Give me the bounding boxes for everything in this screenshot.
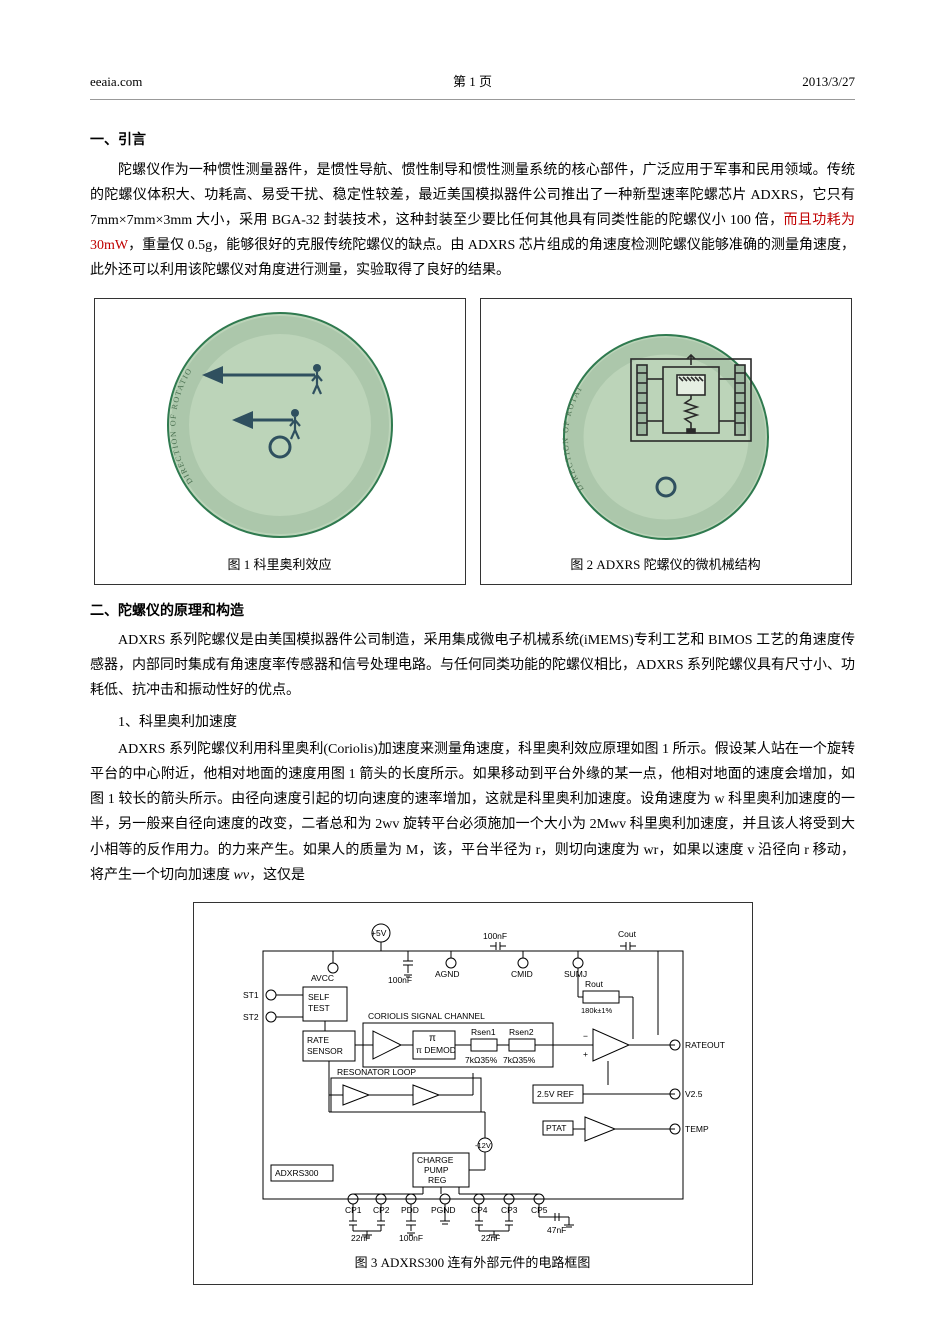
fig3-cmid: CMID: [511, 969, 533, 979]
figure-row: DIRECTION OF ROTATION 图 1 科里奥利效应: [90, 298, 855, 585]
fig3-sumj: SUMJ: [564, 969, 587, 979]
fig3-routval: 180k±1%: [581, 1006, 613, 1015]
figure2-svg: DIRECTION OF ROTATION: [491, 329, 841, 545]
fig3-neg12v: -12V: [475, 1141, 491, 1150]
section2-sub1: 1、科里奥利加速度: [90, 710, 855, 735]
fig1-rotation-label: DIRECTION OF ROTATION: [105, 307, 195, 486]
figure2-caption: 图 2 ADXRS 陀螺仪的微机械结构: [570, 553, 760, 576]
section1-paragraph: 陀螺仪作为一种惯性测量器件，是惯性导航、惯性制导和惯性测量系统的核心部件，广泛应…: [90, 158, 855, 284]
fig3-coriolis: CORIOLIS SIGNAL CHANNEL: [368, 1011, 485, 1021]
fig3-47nf: 47nF: [547, 1225, 566, 1235]
fig3-cp3: REG: [428, 1175, 446, 1185]
fig3-chip-label: ADXRS300: [275, 1168, 319, 1178]
fig3-st1: ST1: [243, 990, 259, 1000]
section2-p2-tail: ，这仅是: [249, 868, 305, 883]
figure3-caption: 图 3 ADXRS300 连有外部元件的电路框图: [204, 1251, 742, 1274]
section2-p2-lead: ADXRS 系列陀螺仪利用科里奥利(Coriolis)加速度来测量角速度，科里奥…: [90, 742, 855, 883]
fig3-ref: 2.5V REF: [537, 1089, 574, 1099]
fig3-rsen1: Rsen1: [471, 1027, 496, 1037]
section1-p-tail: ，重量仅 0.5g，能够很好的克服传统陀螺仪的缺点。由 ADXRS 芯片组成的角…: [90, 238, 855, 278]
svg-text:PGND: PGND: [431, 1205, 456, 1215]
fig3-rate1: RATE: [307, 1035, 329, 1045]
figure3-box: ADXRS300 +5V AVCC 100nF AGND 100nF: [193, 902, 753, 1285]
section2-p2-var: wv: [234, 868, 250, 883]
fig3-cout: Cout: [618, 929, 637, 939]
fig3-c100-c: 100nF: [399, 1233, 423, 1243]
fig3-rout: Rout: [585, 979, 604, 989]
fig3-7ka: 7kΩ35%: [465, 1055, 498, 1065]
fig3-agnd: AGND: [435, 969, 460, 979]
section2-title: 二、陀螺仪的原理和构造: [90, 599, 855, 624]
fig3-7kb: 7kΩ35%: [503, 1055, 536, 1065]
fig3-resonator: RESONATOR LOOP: [337, 1067, 416, 1077]
page-header: eeaia.com 第 1 页 2013/3/27: [90, 70, 855, 100]
header-right: 2013/3/27: [600, 70, 855, 93]
header-center: 第 1 页: [345, 70, 600, 93]
svg-text:DIRECTION OF ROTATION: DIRECTION OF ROTATION: [491, 329, 586, 493]
fig3-ptat: PTAT: [546, 1123, 566, 1133]
fig3-22nf-a: 22nF: [351, 1233, 370, 1243]
svg-text:DIRECTION OF ROTATION: DIRECTION OF ROTATION: [105, 307, 195, 486]
svg-text:−: −: [583, 1031, 588, 1041]
fig3-cp1: CHARGE: [417, 1155, 454, 1165]
fig2-rotation-label: DIRECTION OF ROTATION: [491, 329, 586, 493]
figure1-box: DIRECTION OF ROTATION 图 1 科里奥利效应: [94, 298, 466, 585]
fig3-rateout: RATEOUT: [685, 1040, 725, 1050]
fig3-temp: TEMP: [685, 1124, 709, 1134]
svg-text:PDD: PDD: [401, 1205, 419, 1215]
page: eeaia.com 第 1 页 2013/3/27 一、引言 陀螺仪作为一种惯性…: [0, 0, 945, 1325]
fig3-v25: V2.5: [685, 1089, 703, 1099]
fig3-avcc: AVCC: [311, 973, 334, 983]
svg-text:π: π: [429, 1033, 436, 1044]
figure1-svg: DIRECTION OF ROTATION: [105, 307, 455, 545]
fig3-c100-b: 100nF: [388, 975, 412, 985]
fig3-selftest1: SELF: [308, 992, 329, 1002]
fig3-5v: +5V: [371, 928, 387, 938]
fig3-c100-a: 100nF: [483, 931, 507, 941]
fig3-st2: ST2: [243, 1012, 259, 1022]
fig3-cp2: PUMP: [424, 1165, 449, 1175]
section1-title: 一、引言: [90, 128, 855, 153]
fig3-pins: CP1 CP2 PDD PGND CP4 CP3 CP5: [345, 1194, 548, 1215]
section2-paragraph1: ADXRS 系列陀螺仪是由美国模拟器件公司制造，采用集成微电子机械系统(iMEM…: [90, 628, 855, 704]
fig3-demod: π DEMOD: [416, 1045, 456, 1055]
figure1-caption: 图 1 科里奥利效应: [227, 553, 331, 576]
section2-paragraph2: ADXRS 系列陀螺仪利用科里奥利(Coriolis)加速度来测量角速度，科里奥…: [90, 737, 855, 888]
fig3-22nf-b: 22nF: [481, 1233, 500, 1243]
figure2-box: DIRECTION OF ROTATION: [480, 298, 852, 585]
fig3-rsen2: Rsen2: [509, 1027, 534, 1037]
fig3-rate2: SENSOR: [307, 1046, 343, 1056]
fig3-selftest2: TEST: [308, 1003, 330, 1013]
header-left: eeaia.com: [90, 70, 345, 93]
figure3-svg: ADXRS300 +5V AVCC 100nF AGND 100nF: [213, 913, 733, 1243]
section1-p-lead: 陀螺仪作为一种惯性测量器件，是惯性导航、惯性制导和惯性测量系统的核心部件，广泛应…: [90, 163, 855, 228]
svg-text:+: +: [583, 1049, 588, 1059]
